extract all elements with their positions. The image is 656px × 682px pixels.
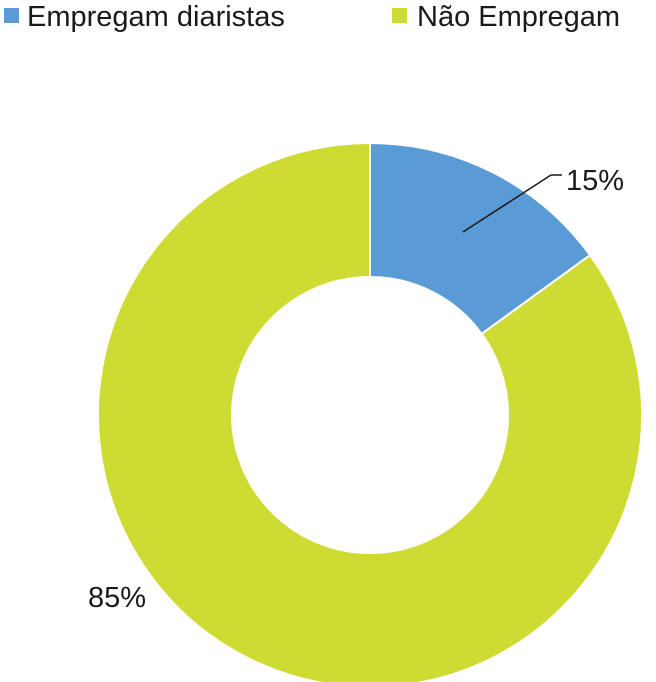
legend-label-empregam-diaristas: Empregam diaristas xyxy=(27,1,285,33)
data-label-nao-empregam: 85% xyxy=(88,582,146,614)
leader-line-empregam-diaristas xyxy=(462,174,552,233)
legend: Empregam diaristas Não Empregam xyxy=(4,1,620,33)
donut-slices xyxy=(97,141,643,682)
legend-label-nao-empregam: Não Empregam xyxy=(417,1,620,33)
legend-swatch-nao-empregam xyxy=(392,8,407,23)
slice-empregam-diaristas xyxy=(369,141,592,336)
legend-item-nao-empregam: Não Empregam xyxy=(392,1,620,33)
legend-swatch-empregam-diaristas xyxy=(4,8,19,23)
slice-nao-empregam xyxy=(97,141,643,682)
legend-item-empregam-diaristas: Empregam diaristas xyxy=(4,1,285,33)
data-label-empregam-diaristas: 15% xyxy=(566,165,624,197)
